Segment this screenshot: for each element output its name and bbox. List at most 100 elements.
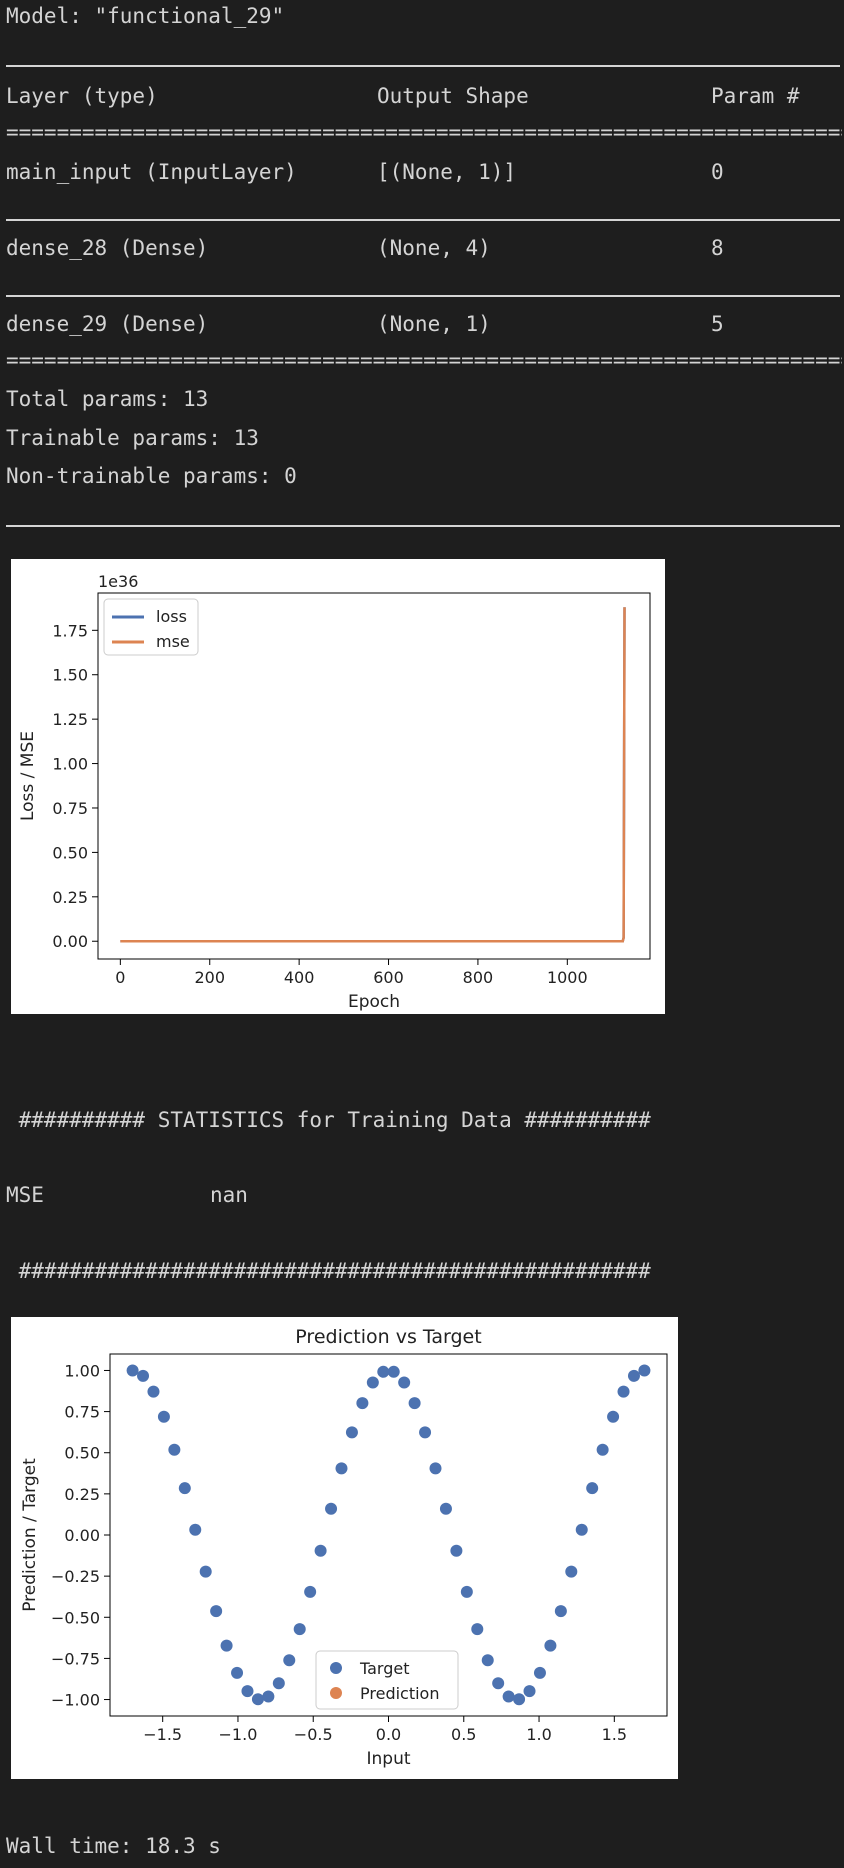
table-row-layer: dense_28 (Dense): [6, 236, 209, 260]
x-tick-label: 200: [194, 968, 225, 987]
y-tick-label: 0.50: [64, 1444, 100, 1463]
scatter-point-target: [325, 1502, 338, 1515]
scatter-point-target: [554, 1605, 567, 1618]
y-tick-label: 1.00: [64, 1361, 100, 1380]
scatter-point-target: [439, 1502, 452, 1515]
scatter-point-target: [502, 1690, 515, 1703]
scatter-point-target: [272, 1677, 285, 1690]
legend-label-loss: loss: [156, 607, 187, 626]
y-tick-label: 0.50: [52, 843, 88, 862]
scatter-point-target: [137, 1369, 150, 1382]
scatter-point-target: [345, 1426, 358, 1439]
legend-label-target: Target: [359, 1659, 410, 1678]
header-params: Param #: [711, 84, 800, 108]
scatter-point-target: [586, 1482, 599, 1495]
scatter-point-target: [387, 1365, 400, 1378]
y-axis-label: Loss / MSE: [18, 731, 38, 821]
scatter-point-target: [168, 1443, 181, 1456]
x-tick-label: 1.5: [602, 1725, 627, 1744]
scatter-point-target: [241, 1685, 254, 1698]
scatter-point-target: [492, 1677, 505, 1690]
header-layer: Layer (type): [6, 84, 158, 108]
x-tick-label: 0.0: [376, 1725, 401, 1744]
stats-footer: ########################################…: [6, 1259, 651, 1283]
scatter-point-target: [283, 1654, 296, 1667]
table-row-params: 0: [711, 160, 724, 184]
x-axis-label: Epoch: [348, 992, 400, 1012]
scatter-point-target: [147, 1385, 160, 1398]
y-tick-label: −0.75: [51, 1649, 100, 1668]
y-tick-label: 1.25: [52, 710, 88, 729]
legend-label-mse: mse: [156, 632, 190, 651]
y-tick-label: 0.75: [52, 799, 88, 818]
scatter-point-target: [523, 1685, 536, 1698]
x-tick-label: 800: [463, 968, 494, 987]
legend-swatch-prediction: [330, 1687, 342, 1699]
scatter-point-target: [356, 1397, 369, 1410]
y-tick-label: 0.75: [64, 1403, 100, 1422]
y-tick-label: 0.00: [52, 932, 88, 951]
y-tick-label: −0.50: [51, 1608, 100, 1627]
table-row-params: 8: [711, 236, 724, 260]
scatter-point-target: [419, 1426, 432, 1439]
summary-rule: [6, 219, 840, 221]
scatter-point-target: [408, 1397, 421, 1410]
scatter-point-target: [314, 1544, 327, 1557]
summary-rule: [6, 295, 840, 297]
scatter-point-target: [607, 1410, 620, 1423]
offset-text: 1e36: [98, 572, 138, 591]
non-trainable-params: Non-trainable params: 0: [6, 464, 297, 488]
y-tick-label: 1.50: [52, 666, 88, 685]
table-row-shape: [(None, 1)]: [377, 160, 517, 184]
summary-double-rule: ========================================…: [6, 120, 842, 144]
y-tick-label: 0.25: [52, 888, 88, 907]
summary-double-rule: ========================================…: [6, 348, 842, 372]
table-row-layer: dense_29 (Dense): [6, 312, 209, 336]
loss-chart-svg: 0 200 400 600 800 1000 0.00 0.25 0.50 0.75 1.00 1.…: [18, 572, 651, 1012]
scatter-point-target: [471, 1623, 484, 1636]
x-tick-label: −0.5: [294, 1725, 333, 1744]
scatter-point-target: [366, 1376, 379, 1389]
scatter-point-target: [481, 1654, 494, 1667]
y-tick-label: −1.00: [51, 1691, 100, 1710]
legend: loss mse: [103, 598, 199, 656]
series-line-mse: [120, 607, 626, 943]
scatter-point-target: [189, 1523, 202, 1536]
scatter-point-target: [335, 1462, 348, 1475]
table-row-layer: main_input (InputLayer): [6, 160, 297, 184]
scatter-point-target: [262, 1690, 275, 1703]
x-tick-label: −1.0: [219, 1725, 258, 1744]
model-title: Model: "functional_29": [6, 4, 285, 28]
scatter-point-target: [251, 1693, 264, 1706]
x-tick-label: 0.5: [451, 1725, 476, 1744]
summary-rule: [6, 65, 840, 67]
scatter-point-target: [638, 1364, 651, 1377]
y-axis-label: Prediction / Target: [20, 1458, 40, 1612]
stats-header: ########## STATISTICS for Training Data …: [6, 1108, 651, 1132]
y-tick-label: −0.25: [51, 1567, 100, 1586]
scatter-point-target: [210, 1605, 223, 1618]
table-row-shape: (None, 1): [377, 312, 491, 336]
x-tick-label: 400: [284, 968, 315, 987]
table-row-params: 5: [711, 312, 724, 336]
scatter-point-target: [304, 1585, 317, 1598]
scatter-point-target: [157, 1410, 170, 1423]
scatter-point-target: [429, 1462, 442, 1475]
prediction-chart-svg: Prediction vs Target −1.5 −1.0 −0.5 0.0 0.5 1…: [20, 1326, 668, 1769]
scatter-point-target: [199, 1565, 212, 1578]
x-axis-label: Input: [366, 1749, 410, 1769]
table-row-shape: (None, 4): [377, 236, 491, 260]
x-tick-label: 600: [373, 968, 404, 987]
scatter-point-target: [575, 1523, 588, 1536]
x-tick-label: 1.0: [526, 1725, 551, 1744]
scatter-point-target: [231, 1666, 244, 1679]
wall-time: Wall time: 18.3 s: [6, 1834, 221, 1858]
scatter-point-target: [220, 1639, 233, 1652]
x-tick-label: 0: [115, 968, 125, 987]
trainable-params: Trainable params: 13: [6, 426, 259, 450]
plot-frame: [97, 592, 651, 960]
chart-title: Prediction vs Target: [295, 1326, 481, 1348]
y-tick-label: 0.00: [64, 1526, 100, 1545]
total-params: Total params: 13: [6, 387, 209, 411]
scatter-point-target: [178, 1482, 191, 1495]
